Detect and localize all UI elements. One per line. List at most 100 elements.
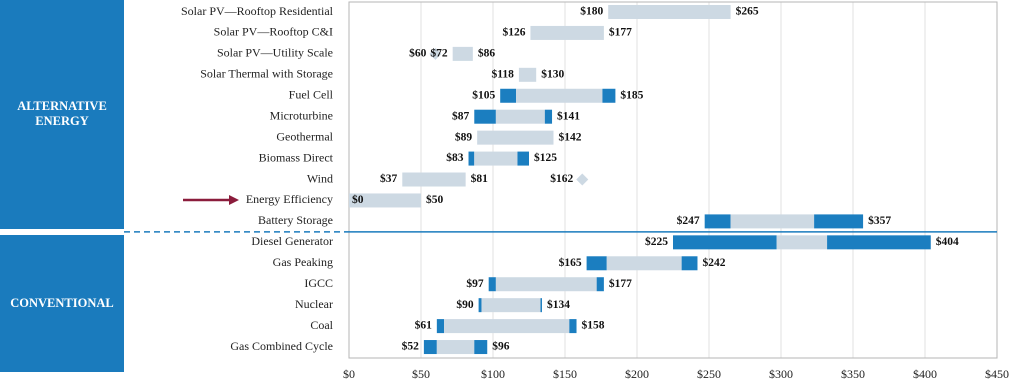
x-tick-label: $400	[913, 367, 937, 381]
x-tick-label: $450	[985, 367, 1009, 381]
high-value-label: $142	[558, 130, 581, 143]
group-label: CONVENTIONAL	[0, 234, 124, 372]
range-bar	[608, 5, 731, 19]
category-label: Solar PV—Utility Scale	[217, 46, 333, 60]
category-label: Microturbine	[270, 108, 333, 122]
range-bar	[474, 109, 496, 124]
range-bar	[452, 46, 473, 61]
low-value-label: $87	[452, 109, 470, 122]
x-tick-label: $50	[412, 367, 430, 381]
category-label: Wind	[307, 171, 333, 185]
x-tick-label: $150	[553, 367, 577, 381]
range-bar	[436, 319, 445, 334]
range-bar	[495, 277, 597, 292]
range-bar	[776, 235, 828, 250]
low-value-label: $0	[352, 193, 364, 206]
category-label: Solar Thermal with Storage	[200, 67, 333, 81]
low-value-label: $126	[502, 26, 525, 39]
range-bar	[477, 130, 554, 145]
category-label: Coal	[310, 318, 333, 332]
high-value-label: $242	[702, 256, 725, 269]
marker	[429, 47, 442, 60]
range-bar	[569, 319, 577, 334]
range-bar	[474, 151, 518, 166]
group-label: ALTERNATIVE ENERGY	[0, 0, 124, 229]
category-label: Gas Combined Cycle	[230, 339, 333, 353]
low-value-label: $90	[456, 298, 474, 311]
high-value-label: $96	[492, 340, 510, 353]
high-value-label: $177	[609, 26, 632, 39]
range-bar	[478, 298, 482, 313]
range-bar	[544, 109, 553, 124]
range-bar	[481, 298, 541, 313]
range-bar	[596, 277, 604, 292]
high-value-label: $81	[471, 172, 489, 185]
category-label: Solar PV—Rooftop Residential	[181, 4, 334, 18]
high-value-label: $404	[936, 235, 959, 248]
range-bar	[488, 277, 496, 292]
category-label: Nuclear	[295, 297, 333, 311]
range-bar	[423, 340, 437, 355]
range-bar	[468, 151, 475, 166]
x-tick-label: $0	[343, 367, 355, 381]
marker-label: $162	[550, 172, 573, 185]
low-value-label: $97	[466, 277, 484, 290]
low-value-label: $165	[559, 256, 582, 269]
low-value-label: $118	[492, 67, 515, 80]
high-value-label: $158	[582, 319, 605, 332]
range-bar	[673, 235, 777, 250]
range-bar	[530, 25, 604, 40]
low-value-label: $83	[446, 151, 464, 164]
category-label: Fuel Cell	[289, 88, 334, 102]
range-bar	[586, 256, 607, 271]
high-value-label: $141	[557, 109, 580, 122]
range-bar	[518, 67, 537, 82]
range-bar	[814, 214, 864, 229]
range-bar	[681, 256, 698, 271]
category-label: IGCC	[304, 276, 333, 290]
low-value-label: $225	[645, 235, 668, 248]
range-bar	[474, 340, 488, 355]
low-value-label: $37	[380, 172, 398, 185]
high-value-label: $185	[620, 88, 643, 101]
category-label: Biomass Direct	[259, 150, 334, 164]
high-value-label: $50	[426, 193, 444, 206]
marker	[576, 173, 589, 186]
high-value-label: $177	[609, 277, 632, 290]
category-label: Geothermal	[276, 129, 333, 143]
high-value-label: $134	[547, 298, 570, 311]
range-bar	[602, 88, 616, 103]
high-value-label: $86	[478, 47, 496, 60]
low-value-label: $180	[580, 5, 603, 18]
x-tick-label: $200	[625, 367, 649, 381]
low-value-label: $89	[455, 130, 473, 143]
high-value-label: $265	[736, 5, 759, 18]
low-value-label: $247	[677, 214, 700, 227]
x-tick-label: $250	[697, 367, 721, 381]
range-bar	[540, 298, 542, 313]
low-value-label: $72	[430, 47, 448, 60]
low-value-label: $105	[472, 88, 495, 101]
range-bar	[730, 214, 815, 229]
range-bar	[500, 88, 517, 103]
range-bar	[495, 109, 545, 124]
range-bar	[606, 256, 682, 271]
marker-label: $60	[409, 47, 427, 60]
range-bar	[349, 193, 421, 208]
range-bar	[436, 340, 475, 355]
x-tick-label: $350	[841, 367, 865, 381]
range-bar	[827, 235, 931, 250]
category-label: Solar PV—Rooftop C&I	[214, 25, 333, 39]
category-label: Gas Peaking	[273, 255, 333, 269]
x-tick-label: $300	[769, 367, 793, 381]
range-bar	[517, 151, 529, 166]
category-label: Battery Storage	[258, 213, 333, 227]
range-bar	[516, 88, 603, 103]
x-tick-label: $100	[481, 367, 505, 381]
category-label: Energy Efficiency	[246, 192, 333, 206]
low-value-label: $52	[402, 340, 420, 353]
high-value-label: $125	[534, 151, 557, 164]
range-bar	[704, 214, 731, 229]
